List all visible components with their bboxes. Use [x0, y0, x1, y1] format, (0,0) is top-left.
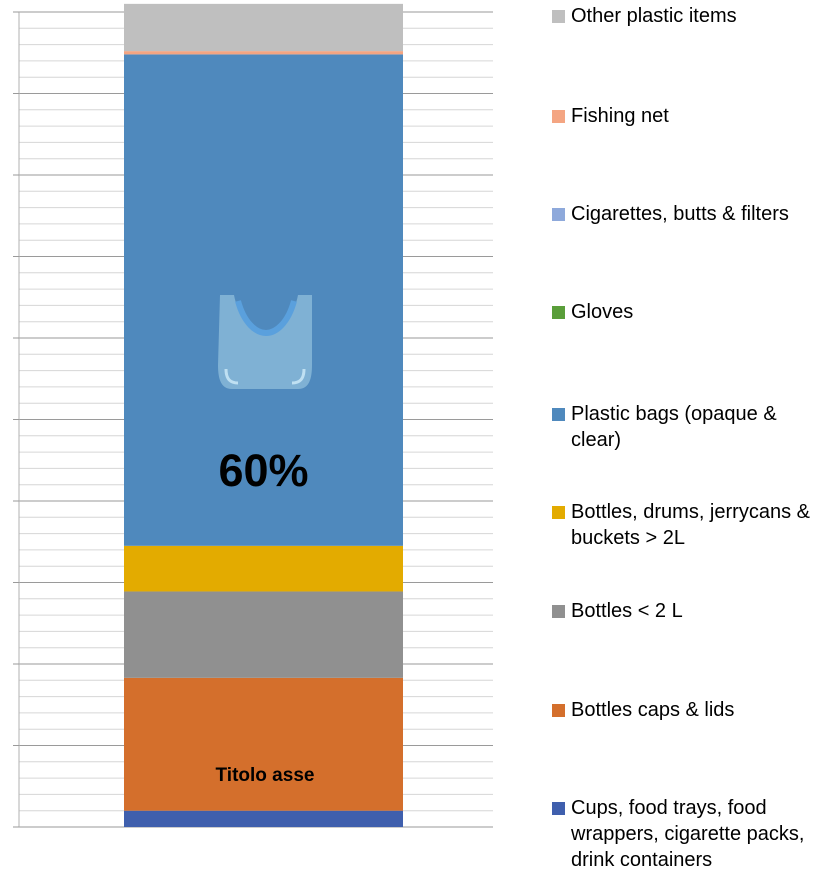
legend-label: Gloves — [571, 301, 634, 323]
legend-item-bottle-caps: Bottles caps & lids — [552, 697, 823, 723]
legend-item-gloves: Gloves — [552, 299, 823, 325]
legend-label: Plastic bags (opaque & clear) — [571, 403, 777, 451]
legend-item-bottles-drums: Bottles, drums, jerrycans & buckets > 2L — [552, 499, 823, 551]
legend-swatch — [552, 10, 565, 23]
legend-label: Cigarettes, butts & filters — [571, 203, 789, 225]
legend-label: Bottles < 2 L — [571, 600, 683, 622]
legend-label: Bottles, drums, jerrycans & buckets > 2L — [571, 501, 810, 549]
bar-segment-0 — [124, 810, 403, 827]
legend-item-plastic-bags: Plastic bags (opaque & clear) — [552, 401, 823, 453]
legend-item-cups-food: Cups, food trays, food wrappers, cigaret… — [552, 795, 823, 873]
stacked-bar — [124, 3, 403, 827]
legend-item-cigarettes: Cigarettes, butts & filters — [552, 201, 823, 227]
legend-item-other-plastic: Other plastic items — [552, 3, 823, 29]
legend-label: Cups, food trays, food wrappers, cigaret… — [571, 797, 805, 871]
plastic-bag-icon — [218, 295, 312, 389]
legend-swatch — [552, 306, 565, 319]
bar-segment-7 — [124, 51, 403, 55]
legend: Other plastic items Fishing net Cigarett… — [552, 0, 823, 888]
bar-segment-2 — [124, 591, 403, 678]
legend-label: Bottles caps & lids — [571, 699, 735, 721]
legend-swatch — [552, 110, 565, 123]
legend-swatch — [552, 506, 565, 519]
bar-segment-4 — [124, 54, 403, 546]
x-axis-title: Titolo asse — [215, 765, 315, 786]
bar-segment-3 — [124, 545, 403, 592]
legend-swatch — [552, 802, 565, 815]
percentage-annotation: 60% — [218, 445, 309, 496]
legend-item-fishing-net: Fishing net — [552, 103, 823, 129]
legend-swatch — [552, 208, 565, 221]
legend-swatch — [552, 704, 565, 717]
y-axis-ticks — [13, 11, 19, 828]
legend-swatch — [552, 605, 565, 618]
legend-item-bottles-small: Bottles < 2 L — [552, 598, 823, 624]
bar-segment-8 — [124, 3, 403, 52]
legend-label: Fishing net — [571, 105, 669, 127]
legend-swatch — [552, 408, 565, 421]
legend-label: Other plastic items — [571, 5, 737, 27]
bar-segment-1 — [124, 677, 403, 811]
